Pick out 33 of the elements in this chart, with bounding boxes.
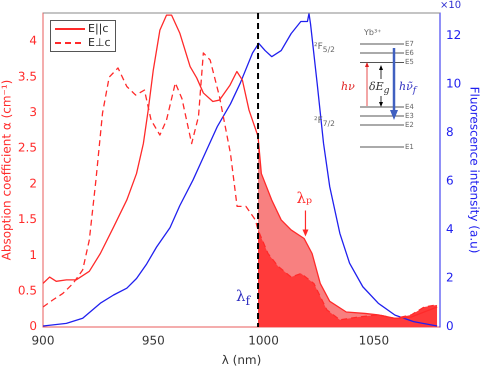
legend-label: E||c (88, 22, 108, 36)
x-tick-label: 1000 (248, 333, 279, 348)
y-tick-label: 3 (29, 105, 37, 120)
y-tick-label: 2.5 (18, 140, 37, 155)
annotation: λₚ (296, 188, 312, 206)
x-tick-label: 900 (32, 333, 54, 348)
y-tick-label: 2 (29, 176, 37, 190)
y2-axis-title: Fluorescence intensity (a.u) (468, 86, 481, 254)
annotation: Yb³⁺ (364, 28, 382, 37)
annotation: ²F$_{5/2}$ (314, 42, 335, 54)
y-tick-label: 1 (29, 248, 37, 262)
y2-tick-label: 12 (446, 28, 462, 42)
legend-label: E⊥c (88, 36, 111, 50)
y2-tick-label: 0 (446, 319, 454, 334)
y-tick-label: 4 (29, 34, 37, 48)
y-tick-label: 0.5 (18, 283, 37, 298)
y2-tick-label: 6 (446, 174, 454, 188)
annotation: hν̃$_{f}$ (399, 80, 416, 96)
y2-tick-label: 8 (446, 125, 454, 140)
annotation: hν (341, 80, 355, 93)
y2-tick-label: 10 (446, 76, 462, 91)
y2-tick-label: 4 (446, 222, 454, 236)
y2-tick-label: 2 (446, 270, 454, 285)
x-axis-title: λ (nm) (222, 352, 262, 367)
y-tick-label: 3.5 (18, 69, 37, 84)
x-tick-label: 1050 (358, 333, 390, 348)
y-axis-title: Absoption coefficient α (cm⁻¹) (0, 80, 14, 260)
x-tick-label: 950 (142, 333, 165, 348)
annotation: δE$_{g}$ (369, 80, 390, 96)
y-tick-label: 1.5 (18, 212, 37, 226)
ref-line-label: λ$_{f}$ (236, 287, 250, 308)
text: ×10 (440, 0, 462, 11)
y-tick-label: 0 (29, 319, 37, 334)
